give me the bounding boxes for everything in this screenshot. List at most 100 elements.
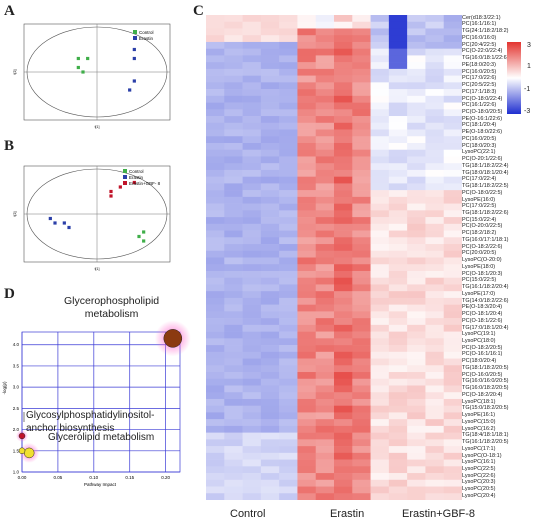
heatmap-cell — [388, 136, 408, 144]
heatmap-cell — [279, 425, 298, 433]
heatmap-cell — [407, 284, 426, 292]
heatmap-cell — [370, 466, 390, 474]
heatmap-cell — [388, 102, 408, 110]
heatmap-cell — [370, 149, 390, 157]
lipid-label: PC(O-18:0/22:5) — [462, 189, 503, 196]
label-glycerophospholipid: Glycerophospholipid metabolism — [64, 295, 160, 320]
lipid-label: LysoPC(22:1) — [462, 149, 496, 156]
heatmap-cell — [315, 75, 335, 83]
lipid-label: TG(18:4/18:1/18:1) — [462, 432, 509, 439]
heatmap-cell — [260, 378, 280, 386]
heatmap-cell — [334, 466, 353, 474]
heatmap-cell — [206, 55, 225, 63]
heatmap-cell — [315, 21, 335, 29]
heatmap-cell — [407, 156, 426, 164]
lipid-label: PC(20:0/20:5) — [462, 250, 497, 257]
heatmap-cell — [242, 439, 262, 447]
pca-plot-a: Control Erastin t[1] t[2] — [13, 23, 171, 129]
heatmap-cell — [260, 169, 280, 177]
heatmap-cell — [206, 351, 225, 359]
heatmap-cell — [334, 223, 353, 231]
legend-b: Control Erastin Erastin+GBF- 8 — [123, 169, 161, 186]
x-axis-label: t[1] — [95, 267, 100, 271]
heatmap-cell — [425, 291, 445, 299]
heatmap-cell — [279, 244, 298, 252]
heatmap-cell — [352, 277, 371, 285]
heatmap-cell — [279, 264, 298, 272]
heatmap-cell — [279, 419, 298, 427]
heatmap-cell — [370, 109, 390, 117]
heatmap-cell — [260, 304, 280, 312]
heatmap-cell — [352, 196, 371, 204]
heatmap-cell — [334, 284, 353, 292]
heatmap-cell — [443, 129, 462, 137]
heatmap-cell — [388, 82, 408, 90]
heatmap-cell — [279, 405, 298, 413]
heatmap-cell — [297, 250, 317, 258]
heatmap-cell — [352, 149, 371, 157]
heatmap-cell — [315, 324, 335, 332]
heatmap-cell — [443, 210, 462, 218]
heatmap-cell — [206, 304, 225, 312]
legend-swatch-erastin — [123, 175, 127, 179]
heatmap-cell — [260, 183, 280, 191]
heatmap-cell — [315, 169, 335, 177]
heatmap-cell — [315, 55, 335, 63]
heatmap-cell — [224, 479, 243, 487]
heatmap-cell — [297, 452, 317, 460]
heatmap-cell — [388, 109, 408, 117]
heatmap-cell — [242, 466, 262, 474]
lipid-label: LysoPC(16:2) — [462, 425, 496, 432]
heatmap-cell — [206, 385, 225, 393]
heatmap-cell — [425, 452, 445, 460]
heatmap-cell — [425, 486, 445, 494]
lipid-label: PC(17:0/22:6) — [462, 75, 497, 82]
heatmap-cell — [407, 210, 426, 218]
heatmap-cell — [443, 41, 462, 49]
heatmap-cell — [260, 196, 280, 204]
heatmap-cell — [352, 264, 371, 272]
heatmap-cell — [242, 358, 262, 366]
heatmap-cell — [224, 486, 243, 494]
heatmap-cell — [388, 169, 408, 177]
heatmap-cell — [407, 331, 426, 339]
heatmap-cell — [443, 479, 462, 487]
heatmap-cell — [260, 432, 280, 440]
heatmap-cell — [443, 486, 462, 494]
heatmap-cell — [443, 223, 462, 231]
heatmap-cell — [315, 210, 335, 218]
heatmap-cell — [370, 223, 390, 231]
heatmap-cell — [352, 331, 371, 339]
heatmap-cell — [260, 190, 280, 198]
heatmap-cell — [279, 35, 298, 43]
heatmap-cell — [315, 190, 335, 198]
legend-label-erastin: Erastin — [139, 36, 154, 41]
heatmap-cell — [315, 358, 335, 366]
lipid-label: PC(15:0/22:4) — [462, 216, 497, 223]
heatmap-cell — [224, 217, 243, 225]
heatmap-cell — [242, 378, 262, 386]
heatmap-cell — [279, 459, 298, 467]
lipid-label: PC(17:0/22:4) — [462, 176, 497, 183]
heatmap-cell — [370, 398, 390, 406]
heatmap-cell — [443, 257, 462, 265]
heatmap-cell — [352, 21, 371, 29]
heatmap-cell — [425, 237, 445, 245]
lipid-label: PC(O-18:2/20:5) — [462, 344, 503, 351]
heatmap-cell — [443, 365, 462, 373]
heatmap-cell — [206, 223, 225, 231]
heatmap-cell — [352, 466, 371, 474]
heatmap-cell — [224, 68, 243, 76]
heatmap-cell — [206, 237, 225, 245]
heatmap-cell — [279, 473, 298, 481]
heatmap-cell — [425, 142, 445, 151]
heatmap-cell — [425, 15, 445, 23]
heatmap-cell — [425, 68, 445, 76]
heatmap-cell — [260, 446, 280, 454]
heatmap-cell — [242, 15, 262, 23]
heatmap-cell — [206, 109, 225, 117]
heatmap-cell — [242, 459, 262, 467]
lipid-label: PC(17:0/22:5) — [462, 203, 497, 210]
lipid-label: PC(16:0/20:5) — [462, 135, 497, 142]
heatmap-cell — [242, 297, 262, 305]
